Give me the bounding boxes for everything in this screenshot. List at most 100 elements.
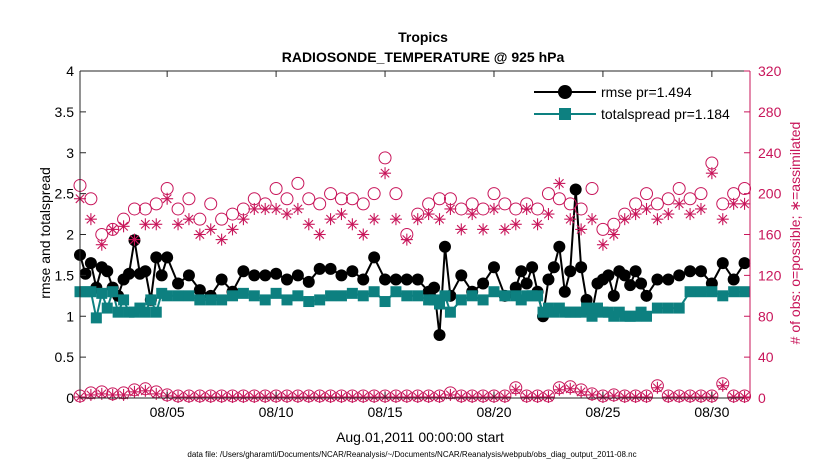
rmse-point xyxy=(738,257,751,270)
star-stroke xyxy=(391,214,401,224)
assimilated-obs-point xyxy=(738,197,751,210)
star-stroke xyxy=(456,392,466,402)
assimilated-obs-point xyxy=(368,390,381,403)
star-stroke xyxy=(315,229,325,240)
assimilated-obs-point xyxy=(128,385,141,398)
rmse-point xyxy=(428,281,441,294)
rmse-point xyxy=(270,267,283,280)
star-stroke xyxy=(325,392,336,402)
assimilated-obs-point xyxy=(575,223,588,236)
rmse-point xyxy=(727,273,740,286)
possible-obs-point xyxy=(367,187,381,201)
assimilated-obs-point xyxy=(128,233,141,246)
assimilated-obs-point xyxy=(586,388,599,401)
x-tick-label: 08/05 xyxy=(150,404,185,420)
rmse-point xyxy=(651,273,664,286)
assimilated-obs-point xyxy=(444,202,457,215)
y2-tick-label: 200 xyxy=(758,186,782,202)
assimilated-obs-point xyxy=(498,223,511,236)
assimilated-obs-point xyxy=(542,390,555,403)
possible-obs-point xyxy=(683,192,697,206)
star-stroke xyxy=(641,392,652,402)
star-stroke xyxy=(282,209,292,219)
star-stroke xyxy=(402,235,412,245)
star-stroke xyxy=(576,387,586,397)
assimilated-obs-point xyxy=(662,390,675,403)
star-stroke xyxy=(184,214,194,224)
spread-point xyxy=(118,294,130,306)
rmse-point xyxy=(215,273,228,286)
rmse-point xyxy=(640,289,653,302)
assimilated-obs-point xyxy=(182,390,195,403)
assimilated-obs-point xyxy=(651,381,664,394)
rmse-point xyxy=(172,277,185,290)
spread-point xyxy=(139,306,151,318)
star-stroke xyxy=(565,214,575,224)
assimilated-obs-point xyxy=(117,220,130,233)
possible-obs-point xyxy=(204,197,218,211)
assimilated-obs-point xyxy=(313,390,326,403)
possible-obs-point xyxy=(585,182,599,196)
spread-point xyxy=(401,290,413,302)
data-file-footnote: data file: /Users/gharamti/Documents/NCA… xyxy=(187,450,636,459)
star-stroke xyxy=(413,392,423,402)
rmse-point xyxy=(635,277,648,290)
assimilated-obs-point xyxy=(684,390,697,403)
possible-obs-point xyxy=(487,187,501,201)
spread-point xyxy=(281,294,293,306)
star-stroke xyxy=(511,219,521,229)
assimilated-obs-point xyxy=(596,238,609,251)
y2-tick-label: 240 xyxy=(758,145,782,161)
assimilated-obs-point xyxy=(106,388,119,401)
assimilated-obs-point xyxy=(531,218,544,231)
possible-obs-point xyxy=(650,197,664,211)
assimilated-obs-point xyxy=(411,390,424,403)
star-stroke xyxy=(325,214,336,224)
y2-tick-label: 120 xyxy=(758,267,782,283)
possible-obs-point xyxy=(226,207,240,221)
assimilated-obs-point xyxy=(368,213,381,226)
assimilated-obs-point xyxy=(324,213,337,226)
spread-point xyxy=(368,286,380,298)
spread-point xyxy=(717,290,729,302)
star-stroke xyxy=(631,209,641,219)
assimilated-obs-point xyxy=(564,213,577,226)
x-tick-label: 08/25 xyxy=(585,404,620,420)
spread-point xyxy=(161,290,173,302)
assimilated-obs-point xyxy=(662,208,675,221)
star-stroke xyxy=(184,392,194,402)
spread-point xyxy=(684,286,696,298)
star-stroke xyxy=(598,240,608,250)
possible-obs-point xyxy=(356,197,370,211)
spread-point xyxy=(488,286,500,298)
assimilated-obs-point xyxy=(106,223,119,236)
rmse-point xyxy=(716,257,729,270)
possible-obs-point xyxy=(138,202,152,216)
possible-obs-point xyxy=(640,187,654,201)
star-stroke xyxy=(140,386,150,396)
rmse-point xyxy=(618,269,631,282)
possible-obs-point xyxy=(738,182,752,196)
star-stroke xyxy=(424,209,434,219)
possible-obs-point xyxy=(171,202,185,216)
star-stroke xyxy=(140,219,150,229)
rmse-point xyxy=(280,273,293,286)
star-stroke xyxy=(434,214,445,224)
assimilated-obs-point xyxy=(520,390,533,403)
possible-obs-point xyxy=(563,197,577,211)
spread-point xyxy=(439,290,451,302)
spread-point xyxy=(641,310,653,322)
rmse-point xyxy=(324,262,337,275)
y2-tick-label: 0 xyxy=(758,390,766,406)
rmse-point xyxy=(607,289,620,302)
assimilated-obs-point xyxy=(433,390,446,403)
spread-point xyxy=(325,290,337,302)
spread-point xyxy=(434,298,446,310)
legend: rmse pr=1.494 totalspread pr=1.184 xyxy=(528,80,742,130)
assimilated-obs-point xyxy=(400,390,413,403)
star-stroke xyxy=(565,384,575,394)
spread-point xyxy=(581,302,593,314)
spread-point xyxy=(499,290,511,302)
star-stroke xyxy=(413,214,423,224)
star-stroke xyxy=(129,387,140,397)
